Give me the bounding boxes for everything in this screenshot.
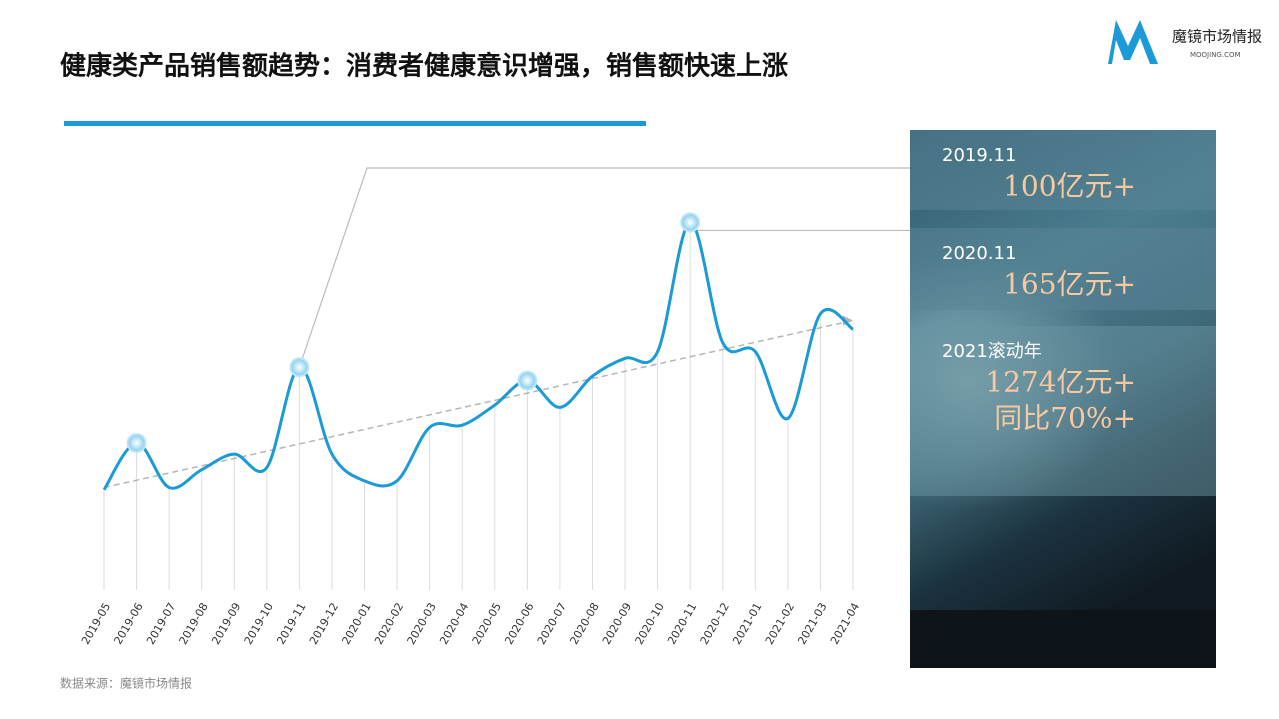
source: 数据来源：魔镜市场情报 [60, 676, 192, 691]
x-tick-label: 2020-02 [372, 601, 406, 647]
series-line [102, 220, 854, 491]
x-tick-label: 2020-10 [633, 601, 667, 647]
callout-label: 2021滚动年 [942, 341, 1042, 362]
x-tick-label: 2020-12 [698, 601, 732, 647]
trend-line [103, 319, 854, 489]
highlight-marker [680, 212, 701, 233]
highlight-marker [517, 370, 538, 391]
x-tick-label: 2020-05 [470, 601, 504, 647]
x-tick-label: 2021-04 [828, 601, 862, 647]
logo-name: 魔镜市场情报 [1172, 28, 1262, 46]
logo: 魔镜市场情报 MOOJING.COM [1108, 20, 1262, 64]
x-tick-label: 2020-09 [600, 601, 634, 647]
callout-value: 165亿元+ [1003, 268, 1136, 301]
x-tick-label: 2020-11 [665, 601, 699, 647]
x-tick-label: 2019-11 [274, 601, 308, 647]
x-tick-label: 2020-01 [339, 601, 373, 647]
x-tick-label: 2019-10 [242, 601, 276, 647]
x-tick-label: 2020-04 [437, 601, 471, 647]
x-tick-label: 2021-02 [763, 601, 797, 647]
x-tick-label: 2020-06 [502, 601, 536, 647]
x-tick-label: 2021-03 [795, 601, 829, 647]
title: 健康类产品销售额趋势：消费者健康意识增强，销售额快速上涨 [60, 51, 788, 82]
highlight-marker [126, 432, 147, 453]
x-tick-label: 2019-09 [209, 601, 243, 647]
x-tick-label: 2019-12 [307, 601, 341, 647]
title-underline [64, 121, 646, 126]
x-tick-label: 2020-08 [567, 601, 601, 647]
callout-value: 1274亿元+ [985, 366, 1136, 399]
x-tick-label: 2019-06 [112, 601, 146, 647]
leader-line [298, 167, 910, 368]
x-tick-label: 2019-07 [144, 601, 178, 647]
x-tick-label: 2021-01 [730, 601, 764, 647]
logo-url: MOOJING.COM [1190, 51, 1241, 59]
callout-label: 2020.11 [942, 243, 1016, 264]
callout-value: 同比70%+ [994, 402, 1136, 435]
callout-label: 2019.11 [942, 145, 1016, 166]
x-tick-label: 2020-07 [535, 601, 569, 647]
x-tick-label: 2019-05 [79, 601, 113, 647]
x-tick-label: 2020-03 [405, 601, 439, 647]
highlight-marker [289, 357, 310, 378]
x-tick-label: 2019-08 [177, 601, 211, 647]
photo-panel [910, 130, 1216, 668]
callout-value: 100亿元+ [1003, 170, 1136, 203]
